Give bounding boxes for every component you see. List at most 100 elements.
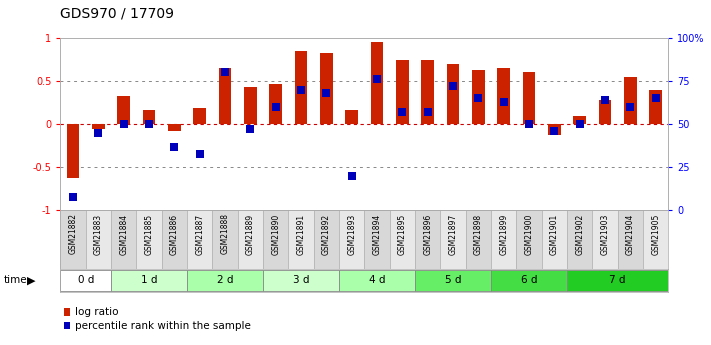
Bar [643,210,668,269]
Bar [649,90,662,124]
Bar [117,96,130,124]
Point [473,96,484,101]
Point [549,128,560,134]
Bar [314,210,339,269]
Text: GSM21893: GSM21893 [347,213,356,255]
Text: GSM21896: GSM21896 [423,213,432,255]
Bar [599,100,611,124]
Text: GSM21902: GSM21902 [575,213,584,255]
Text: GSM21897: GSM21897 [449,213,458,255]
Point [270,104,282,110]
Point [321,90,332,96]
Bar [193,108,206,124]
Bar [415,210,440,269]
Bar [111,269,187,291]
Point [346,173,358,179]
Text: GSM21888: GSM21888 [220,213,230,254]
Point [371,77,383,82]
Bar [567,269,668,291]
Point [92,130,104,136]
Bar [60,210,86,269]
Text: GSM21890: GSM21890 [271,213,280,255]
Text: GDS970 / 17709: GDS970 / 17709 [60,7,174,21]
Point [422,109,434,115]
Text: 0 d: 0 d [77,275,94,285]
Text: time: time [4,275,27,285]
Bar [516,210,542,269]
Text: ▶: ▶ [27,275,36,285]
Text: GSM21885: GSM21885 [144,213,154,255]
Bar [295,51,307,124]
Bar [390,210,415,269]
Bar [143,110,156,124]
Bar [289,210,314,269]
Bar [447,64,459,124]
Point [523,121,535,127]
Text: GSM21899: GSM21899 [499,213,508,255]
Bar [213,210,237,269]
Bar [370,42,383,124]
Text: GSM21900: GSM21900 [525,213,533,255]
Point [68,194,79,199]
Text: GSM21887: GSM21887 [196,213,204,255]
Bar [548,124,561,135]
Bar [618,210,643,269]
Bar [168,124,181,131]
Bar [440,210,466,269]
Bar [244,87,257,124]
Bar [187,269,263,291]
Bar [187,210,213,269]
Text: 2 d: 2 d [217,275,233,285]
Point [599,97,611,103]
Bar [396,59,409,124]
Bar [498,68,510,124]
Point [220,70,231,75]
Bar [86,210,111,269]
Bar [320,53,333,124]
Text: GSM21882: GSM21882 [68,213,77,254]
Text: 3 d: 3 d [293,275,309,285]
Bar [339,269,415,291]
Text: GSM21889: GSM21889 [246,213,255,255]
Point [625,104,636,110]
Bar [263,269,339,291]
Text: GSM21891: GSM21891 [296,213,306,255]
Point [245,127,256,132]
Bar [415,269,491,291]
Bar [60,269,111,291]
Text: GSM21901: GSM21901 [550,213,559,255]
Bar [592,210,618,269]
Bar [491,210,516,269]
Point [169,144,180,149]
Bar [422,59,434,124]
Text: GSM21883: GSM21883 [94,213,103,255]
Point [447,83,459,89]
Bar [567,210,592,269]
Point [397,109,408,115]
Bar [624,77,636,124]
Point [144,121,155,127]
Text: 4 d: 4 d [369,275,385,285]
Text: percentile rank within the sample: percentile rank within the sample [75,321,251,331]
Text: 5 d: 5 d [445,275,461,285]
Bar [237,210,263,269]
Bar [573,116,586,124]
Bar [472,70,485,124]
Text: 1 d: 1 d [141,275,157,285]
Bar [263,210,289,269]
Bar [542,210,567,269]
Bar [92,124,105,128]
Bar [111,210,137,269]
Point [650,96,661,101]
Text: GSM21903: GSM21903 [601,213,609,255]
Text: GSM21898: GSM21898 [474,213,483,255]
Bar [339,210,365,269]
Text: GSM21886: GSM21886 [170,213,179,255]
Bar [67,124,80,178]
Bar [346,110,358,124]
Text: GSM21892: GSM21892 [322,213,331,255]
Text: 7 d: 7 d [609,275,626,285]
Bar [523,72,535,124]
Text: log ratio: log ratio [75,307,119,317]
Text: 6 d: 6 d [520,275,538,285]
